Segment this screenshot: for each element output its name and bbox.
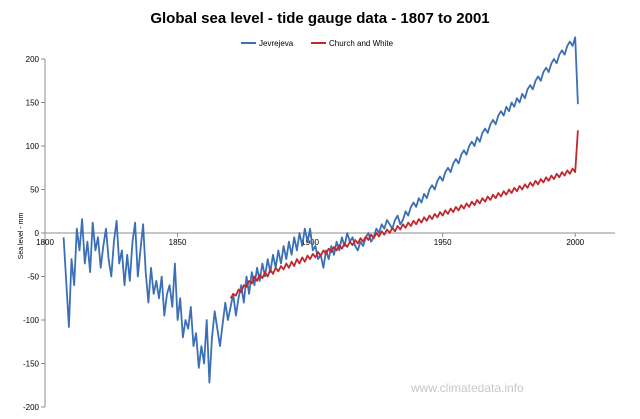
y-tick-label: 50: [30, 186, 39, 195]
series-line-jevrejeva: [62, 36, 579, 384]
y-tick-label: 150: [26, 99, 40, 108]
legend-label-jevrejeva: Jevrejeva: [259, 39, 294, 48]
x-axis-ticks: 1800 1850 1900 1950 2000: [36, 233, 585, 247]
x-tick-label: 1900: [301, 238, 319, 247]
y-tick-label: -200: [23, 403, 40, 412]
y-tick-label: 200: [26, 55, 40, 64]
y-tick-label: -50: [27, 273, 39, 282]
x-tick-label: 1950: [434, 238, 452, 247]
series-line-church-and-white: [229, 130, 579, 299]
series-layer: [62, 36, 579, 384]
legend-label-church-and-white: Church and White: [329, 39, 394, 48]
y-axis-ticks: -200 -150 -100 -50 0 50 100 150 200: [23, 55, 45, 412]
legend: Jevrejeva Church and White: [241, 39, 394, 48]
y-tick-label: 0: [35, 229, 40, 238]
y-tick-label: 100: [26, 142, 40, 151]
y-axis-label: Sea level - mm: [18, 212, 25, 259]
y-tick-label: -150: [23, 360, 40, 369]
x-tick-label: 1850: [169, 238, 187, 247]
x-tick-label: 1800: [36, 238, 54, 247]
x-tick-label: 2000: [566, 238, 584, 247]
watermark: www.climatedata.info: [410, 381, 524, 395]
chart-title: Global sea level - tide gauge data - 180…: [150, 10, 489, 27]
y-tick-label: -100: [23, 316, 40, 325]
